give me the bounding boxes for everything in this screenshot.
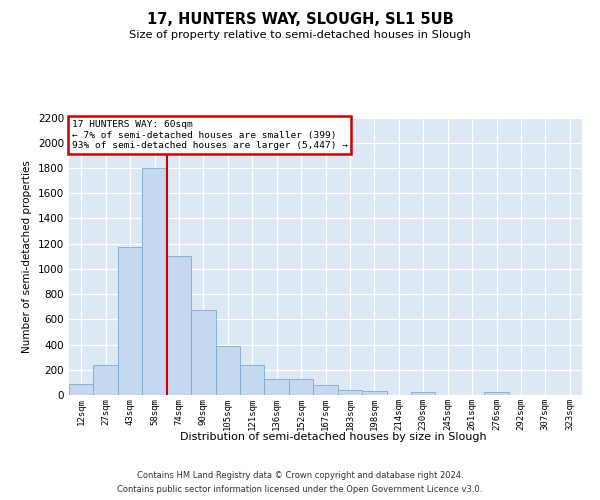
Bar [94,364,118,395]
Bar [142,168,167,395]
Text: 17, HUNTERS WAY, SLOUGH, SL1 5UB: 17, HUNTERS WAY, SLOUGH, SL1 5UB [146,12,454,28]
Bar [362,391,386,395]
Bar [118,248,142,395]
Text: Contains HM Land Registry data © Crown copyright and database right 2024.: Contains HM Land Registry data © Crown c… [137,472,463,480]
Bar [289,378,313,395]
Bar [215,346,240,395]
Text: Size of property relative to semi-detached houses in Slough: Size of property relative to semi-detach… [129,30,471,40]
Bar [338,390,362,395]
Text: Contains public sector information licensed under the Open Government Licence v3: Contains public sector information licen… [118,484,482,494]
Bar [191,310,215,395]
Bar [167,256,191,395]
Y-axis label: Number of semi-detached properties: Number of semi-detached properties [22,160,32,352]
Bar [313,385,338,395]
Bar [484,392,509,395]
Bar [240,364,265,395]
Bar [69,384,94,395]
Bar [265,378,289,395]
Text: Distribution of semi-detached houses by size in Slough: Distribution of semi-detached houses by … [179,432,487,442]
Bar [411,392,436,395]
Text: 17 HUNTERS WAY: 60sqm
← 7% of semi-detached houses are smaller (399)
93% of semi: 17 HUNTERS WAY: 60sqm ← 7% of semi-detac… [71,120,347,150]
